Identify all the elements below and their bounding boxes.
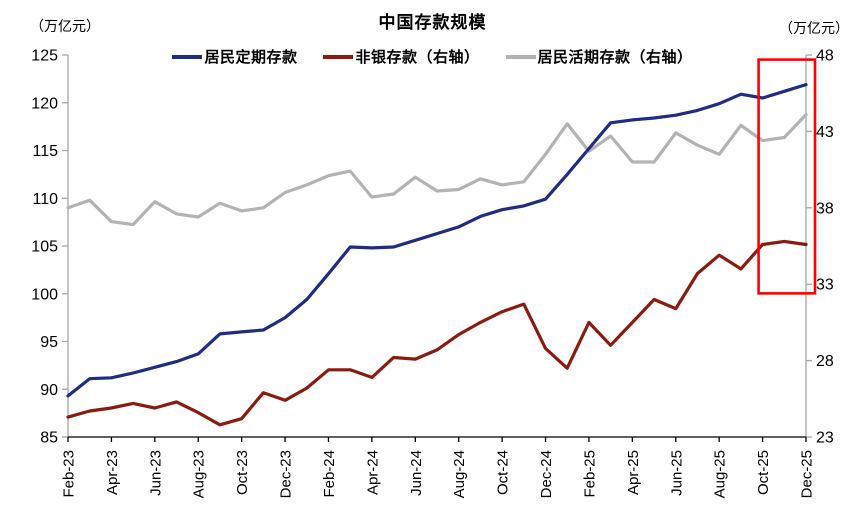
legend-item-2: 居民活期存款（右轴） (505, 46, 693, 67)
legend-item-1: 非银存款（右轴） (323, 46, 479, 67)
left-tick-label: 95 (40, 334, 58, 351)
left-tick-label: 125 (31, 48, 58, 65)
x-tick-label: Oct-24 (495, 450, 512, 495)
legend-dash-icon (505, 54, 536, 59)
left-axis-unit-label: （万亿元） (30, 18, 100, 34)
series-line-2 (66, 112, 808, 227)
x-tick-label: Feb-24 (321, 450, 338, 498)
x-tick-label: Aug-25 (712, 450, 729, 498)
left-tick-label: 115 (32, 143, 58, 160)
right-tick-label: 48 (816, 48, 834, 65)
x-tick-label: Oct-25 (755, 450, 772, 495)
series-line-1 (66, 239, 808, 427)
legend-label: 非银存款（右轴） (355, 49, 480, 66)
x-tick-label: Feb-23 (61, 450, 78, 498)
x-tick-label: Feb-25 (581, 450, 598, 498)
x-tick-label: Apr-23 (104, 450, 121, 495)
x-tick-label: Dec-24 (538, 450, 555, 498)
left-tick-label: 85 (40, 430, 58, 447)
left-tick-label: 120 (31, 95, 58, 112)
x-tick-label: Dec-25 (799, 450, 816, 498)
chart-title: 中国存款规模 (378, 13, 487, 32)
left-tick-label: 90 (40, 382, 58, 399)
x-tick-label: Jun-23 (147, 450, 164, 496)
x-tick-label: Aug-23 (191, 450, 208, 498)
series-line-0 (66, 82, 808, 398)
legend-item-0: 居民定期存款 (172, 46, 297, 67)
legend-dash-icon (323, 54, 354, 59)
legend-label: 居民活期存款（右轴） (537, 49, 693, 66)
right-tick-label: 33 (816, 277, 834, 294)
x-tick-label: Jun-25 (668, 450, 685, 496)
x-tick-label: Jun-24 (408, 450, 425, 496)
legend-dash-icon (172, 54, 203, 59)
x-tick-label: Aug-24 (451, 450, 468, 498)
left-tick-label: 110 (32, 191, 58, 208)
x-tick-label: Apr-25 (625, 450, 642, 495)
left-tick-label: 100 (31, 286, 58, 303)
highlight-box (757, 58, 817, 295)
right-axis-unit-label: （万亿元） (779, 20, 849, 36)
x-tick-label: Dec-23 (278, 450, 295, 498)
right-tick-label: 38 (816, 200, 834, 217)
right-tick-label: 43 (816, 124, 834, 141)
x-tick-label: Oct-23 (234, 450, 251, 495)
chart-legend: 居民定期存款 非银存款（右轴） 居民活期存款（右轴） (0, 46, 865, 67)
x-tick-label: Apr-24 (364, 450, 381, 495)
right-tick-label: 28 (816, 353, 834, 370)
legend-label: 居民定期存款 (204, 49, 298, 66)
left-tick-label: 105 (31, 239, 58, 256)
right-tick-label: 23 (816, 430, 834, 447)
